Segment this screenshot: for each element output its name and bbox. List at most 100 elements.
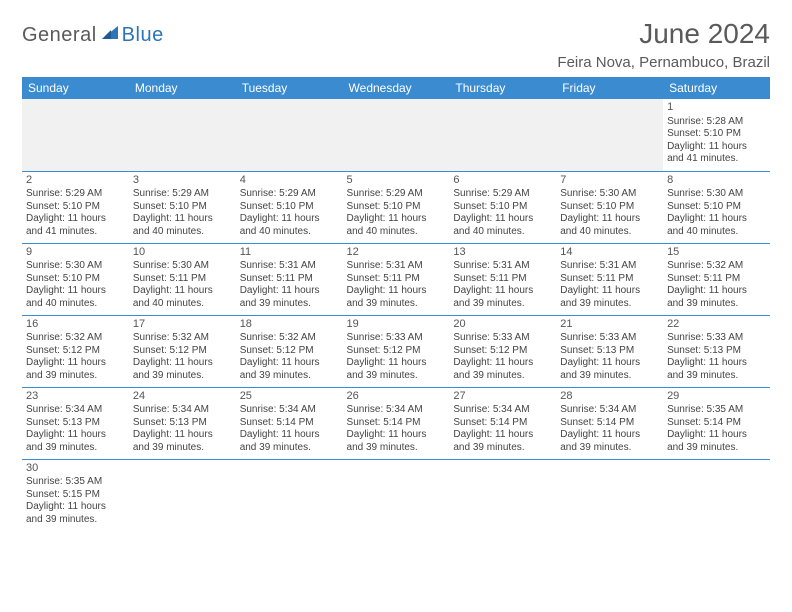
- day-number: 13: [453, 246, 552, 260]
- daylight-text: Daylight: 11 hours and 39 minutes.: [240, 357, 339, 382]
- calendar-cell: 11Sunrise: 5:31 AMSunset: 5:11 PMDayligh…: [236, 243, 343, 315]
- daylight-text: Daylight: 11 hours and 39 minutes.: [560, 429, 659, 454]
- sunset-text: Sunset: 5:14 PM: [667, 417, 766, 430]
- sunrise-text: Sunrise: 5:29 AM: [26, 188, 125, 201]
- daylight-text: Daylight: 11 hours and 39 minutes.: [453, 285, 552, 310]
- day-number: 1: [667, 101, 766, 115]
- weekday-header: Sunday: [22, 77, 129, 99]
- sunset-text: Sunset: 5:10 PM: [560, 201, 659, 214]
- sunrise-text: Sunrise: 5:33 AM: [453, 332, 552, 345]
- daylight-text: Daylight: 11 hours and 40 minutes.: [240, 213, 339, 238]
- calendar-cell: 25Sunrise: 5:34 AMSunset: 5:14 PMDayligh…: [236, 387, 343, 459]
- sunrise-text: Sunrise: 5:35 AM: [26, 476, 125, 489]
- day-number: 4: [240, 174, 339, 188]
- calendar-cell: 3Sunrise: 5:29 AMSunset: 5:10 PMDaylight…: [129, 171, 236, 243]
- sunset-text: Sunset: 5:12 PM: [453, 345, 552, 358]
- sunrise-text: Sunrise: 5:30 AM: [26, 260, 125, 273]
- calendar-cell: 23Sunrise: 5:34 AMSunset: 5:13 PMDayligh…: [22, 387, 129, 459]
- day-number: 28: [560, 390, 659, 404]
- calendar-cell: [343, 99, 450, 171]
- sunset-text: Sunset: 5:11 PM: [667, 273, 766, 286]
- calendar-cell: 13Sunrise: 5:31 AMSunset: 5:11 PMDayligh…: [449, 243, 556, 315]
- sunrise-text: Sunrise: 5:32 AM: [667, 260, 766, 273]
- day-number: 3: [133, 174, 232, 188]
- daylight-text: Daylight: 11 hours and 39 minutes.: [667, 429, 766, 454]
- calendar-cell: 16Sunrise: 5:32 AMSunset: 5:12 PMDayligh…: [22, 315, 129, 387]
- title-block: June 2024 Feira Nova, Pernambuco, Brazil: [557, 18, 770, 71]
- daylight-text: Daylight: 11 hours and 40 minutes.: [667, 213, 766, 238]
- sunrise-text: Sunrise: 5:31 AM: [560, 260, 659, 273]
- day-number: 14: [560, 246, 659, 260]
- day-number: 18: [240, 318, 339, 332]
- day-number: 10: [133, 246, 232, 260]
- calendar-row: 2Sunrise: 5:29 AMSunset: 5:10 PMDaylight…: [22, 171, 770, 243]
- sunset-text: Sunset: 5:14 PM: [453, 417, 552, 430]
- sunrise-text: Sunrise: 5:30 AM: [133, 260, 232, 273]
- calendar-cell: 4Sunrise: 5:29 AMSunset: 5:10 PMDaylight…: [236, 171, 343, 243]
- daylight-text: Daylight: 11 hours and 40 minutes.: [560, 213, 659, 238]
- calendar-row: 1Sunrise: 5:28 AMSunset: 5:10 PMDaylight…: [22, 99, 770, 171]
- calendar-row: 16Sunrise: 5:32 AMSunset: 5:12 PMDayligh…: [22, 315, 770, 387]
- day-number: 30: [26, 462, 125, 476]
- sunset-text: Sunset: 5:15 PM: [26, 489, 125, 502]
- weekday-header: Friday: [556, 77, 663, 99]
- sunset-text: Sunset: 5:11 PM: [240, 273, 339, 286]
- calendar-cell: 21Sunrise: 5:33 AMSunset: 5:13 PMDayligh…: [556, 315, 663, 387]
- sunrise-text: Sunrise: 5:31 AM: [453, 260, 552, 273]
- calendar-cell: 9Sunrise: 5:30 AMSunset: 5:10 PMDaylight…: [22, 243, 129, 315]
- day-number: 5: [347, 174, 446, 188]
- sunset-text: Sunset: 5:11 PM: [560, 273, 659, 286]
- daylight-text: Daylight: 11 hours and 39 minutes.: [240, 429, 339, 454]
- calendar-row: 9Sunrise: 5:30 AMSunset: 5:10 PMDaylight…: [22, 243, 770, 315]
- daylight-text: Daylight: 11 hours and 40 minutes.: [133, 213, 232, 238]
- daylight-text: Daylight: 11 hours and 39 minutes.: [240, 285, 339, 310]
- calendar-row: 23Sunrise: 5:34 AMSunset: 5:13 PMDayligh…: [22, 387, 770, 459]
- calendar-cell: 27Sunrise: 5:34 AMSunset: 5:14 PMDayligh…: [449, 387, 556, 459]
- sunrise-text: Sunrise: 5:33 AM: [347, 332, 446, 345]
- sunset-text: Sunset: 5:13 PM: [133, 417, 232, 430]
- daylight-text: Daylight: 11 hours and 41 minutes.: [667, 141, 766, 166]
- sunset-text: Sunset: 5:12 PM: [133, 345, 232, 358]
- sunrise-text: Sunrise: 5:35 AM: [667, 404, 766, 417]
- sunset-text: Sunset: 5:14 PM: [240, 417, 339, 430]
- daylight-text: Daylight: 11 hours and 39 minutes.: [26, 501, 125, 526]
- sunset-text: Sunset: 5:10 PM: [133, 201, 232, 214]
- daylight-text: Daylight: 11 hours and 39 minutes.: [667, 285, 766, 310]
- calendar-cell: 10Sunrise: 5:30 AMSunset: 5:11 PMDayligh…: [129, 243, 236, 315]
- calendar-cell: 8Sunrise: 5:30 AMSunset: 5:10 PMDaylight…: [663, 171, 770, 243]
- location-text: Feira Nova, Pernambuco, Brazil: [557, 54, 770, 71]
- sunset-text: Sunset: 5:10 PM: [26, 273, 125, 286]
- calendar-cell: [22, 99, 129, 171]
- day-number: 17: [133, 318, 232, 332]
- daylight-text: Daylight: 11 hours and 39 minutes.: [347, 429, 446, 454]
- calendar-head: SundayMondayTuesdayWednesdayThursdayFrid…: [22, 77, 770, 99]
- sunset-text: Sunset: 5:13 PM: [26, 417, 125, 430]
- sunrise-text: Sunrise: 5:31 AM: [240, 260, 339, 273]
- calendar-cell: [449, 99, 556, 171]
- sunrise-text: Sunrise: 5:34 AM: [453, 404, 552, 417]
- daylight-text: Daylight: 11 hours and 39 minutes.: [667, 357, 766, 382]
- calendar-cell: 22Sunrise: 5:33 AMSunset: 5:13 PMDayligh…: [663, 315, 770, 387]
- sunset-text: Sunset: 5:14 PM: [347, 417, 446, 430]
- daylight-text: Daylight: 11 hours and 39 minutes.: [133, 429, 232, 454]
- daylight-text: Daylight: 11 hours and 41 minutes.: [26, 213, 125, 238]
- day-number: 23: [26, 390, 125, 404]
- daylight-text: Daylight: 11 hours and 40 minutes.: [26, 285, 125, 310]
- calendar-cell: [129, 99, 236, 171]
- sunset-text: Sunset: 5:11 PM: [347, 273, 446, 286]
- calendar-cell: 5Sunrise: 5:29 AMSunset: 5:10 PMDaylight…: [343, 171, 450, 243]
- calendar-cell: 30Sunrise: 5:35 AMSunset: 5:15 PMDayligh…: [22, 459, 129, 531]
- sunset-text: Sunset: 5:14 PM: [560, 417, 659, 430]
- calendar-cell: [236, 459, 343, 531]
- sunrise-text: Sunrise: 5:29 AM: [133, 188, 232, 201]
- calendar-cell: 1Sunrise: 5:28 AMSunset: 5:10 PMDaylight…: [663, 99, 770, 171]
- sunrise-text: Sunrise: 5:28 AM: [667, 116, 766, 129]
- daylight-text: Daylight: 11 hours and 40 minutes.: [347, 213, 446, 238]
- day-number: 15: [667, 246, 766, 260]
- sunset-text: Sunset: 5:10 PM: [240, 201, 339, 214]
- header: General Blue June 2024 Feira Nova, Perna…: [22, 18, 770, 71]
- sunset-text: Sunset: 5:10 PM: [453, 201, 552, 214]
- calendar-table: SundayMondayTuesdayWednesdayThursdayFrid…: [22, 77, 770, 531]
- daylight-text: Daylight: 11 hours and 39 minutes.: [347, 285, 446, 310]
- daylight-text: Daylight: 11 hours and 39 minutes.: [453, 429, 552, 454]
